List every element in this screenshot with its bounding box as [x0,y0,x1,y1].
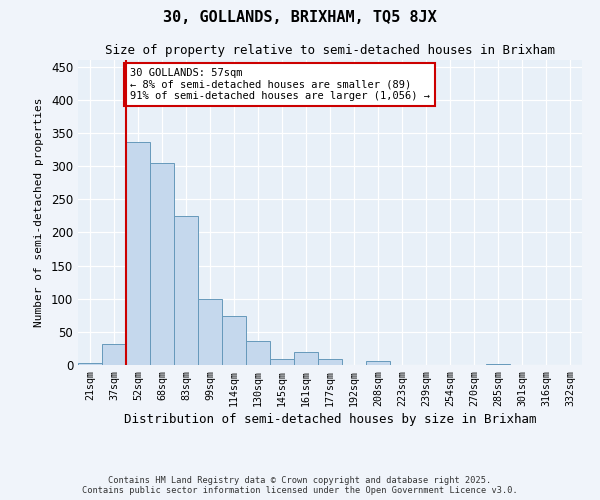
Text: 30, GOLLANDS, BRIXHAM, TQ5 8JX: 30, GOLLANDS, BRIXHAM, TQ5 8JX [163,10,437,25]
Bar [102,344,126,365]
Text: 30 GOLLANDS: 57sqm
← 8% of semi-detached houses are smaller (89)
91% of semi-det: 30 GOLLANDS: 57sqm ← 8% of semi-detached… [130,68,430,101]
Bar [486,364,510,365]
Y-axis label: Number of semi-detached properties: Number of semi-detached properties [34,98,44,327]
Bar [318,359,342,365]
Bar [222,316,246,365]
Bar [246,341,270,365]
Bar [294,352,318,365]
Title: Size of property relative to semi-detached houses in Brixham: Size of property relative to semi-detach… [105,44,555,58]
Bar [270,359,294,365]
X-axis label: Distribution of semi-detached houses by size in Brixham: Distribution of semi-detached houses by … [124,413,536,426]
Text: Contains HM Land Registry data © Crown copyright and database right 2025.
Contai: Contains HM Land Registry data © Crown c… [82,476,518,495]
Bar [78,363,102,365]
Bar [150,164,174,365]
Bar [198,298,222,365]
Bar [366,361,390,365]
Bar [174,216,198,365]
Bar [126,142,150,365]
